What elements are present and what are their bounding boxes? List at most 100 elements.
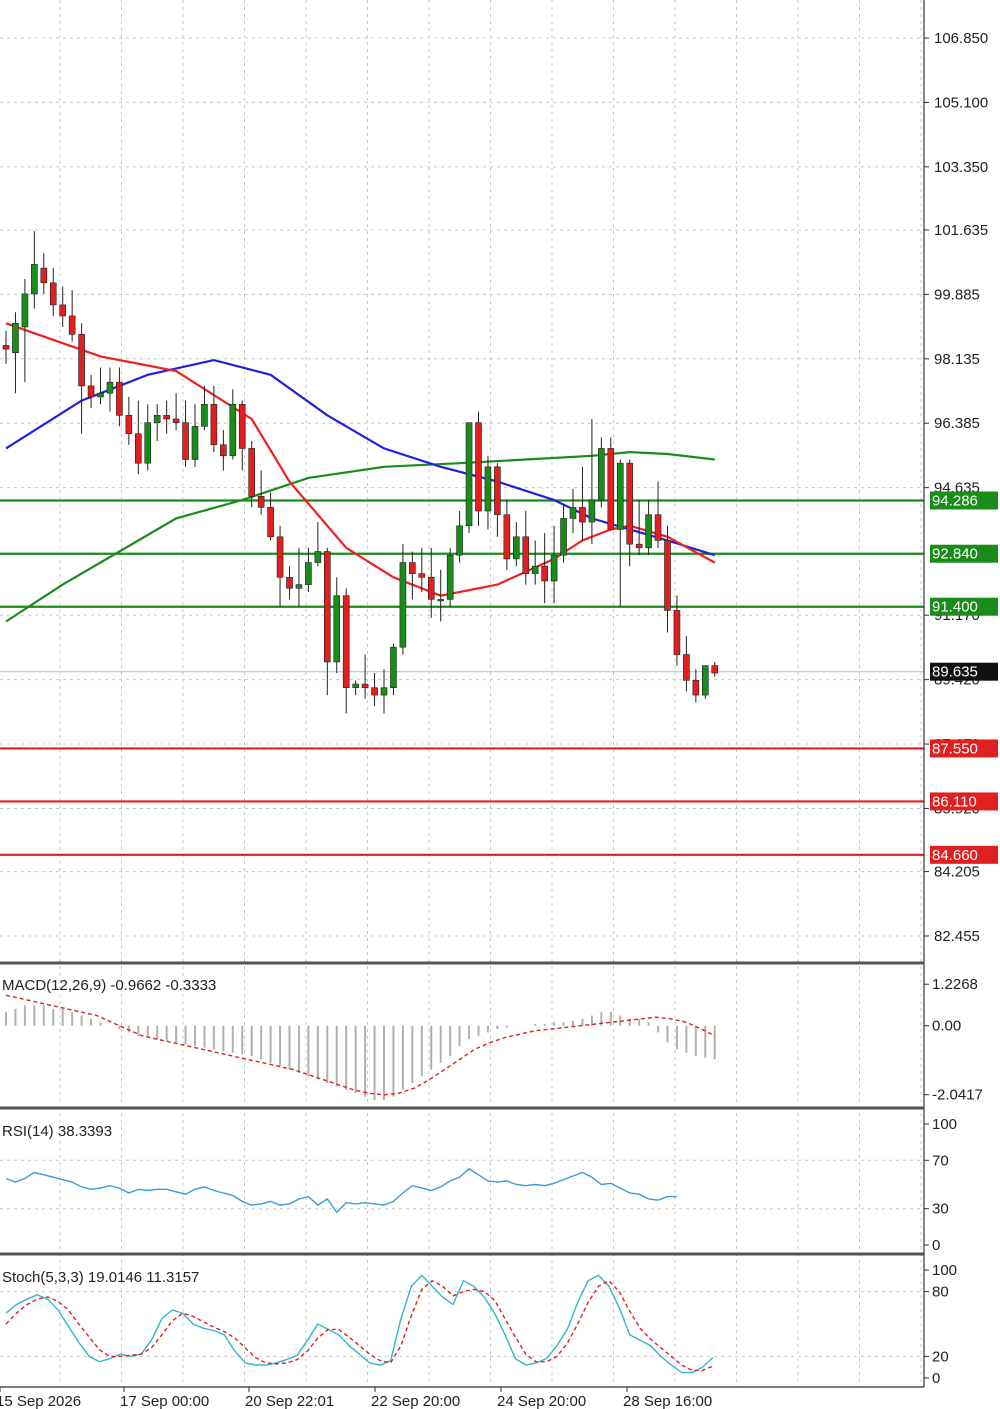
level-tag — [930, 845, 998, 864]
candle-body — [701, 665, 709, 696]
candle-body — [333, 595, 341, 663]
candle-body — [409, 562, 416, 574]
level-tag — [930, 544, 998, 563]
candle-body — [352, 683, 359, 689]
indicator-label: MACD(12,26,9) -0.9662 -0.3333 — [2, 977, 216, 994]
candle-body — [673, 610, 681, 655]
stoch-tick-label: 80 — [932, 1284, 949, 1301]
time-tick-label: 24 Sep 20:00 — [497, 1393, 586, 1409]
candle-body — [418, 573, 426, 578]
candle-body — [286, 576, 293, 589]
level-tag-label: 86.110 — [932, 793, 977, 810]
rsi-tick-label: 70 — [932, 1152, 949, 1169]
candle-body — [276, 536, 284, 578]
candle-body — [97, 392, 104, 398]
candle-body — [645, 514, 652, 549]
candle-body — [484, 466, 492, 512]
stochastic-panel — [0, 1274, 924, 1374]
stoch-k-line — [5, 1274, 714, 1374]
candle-body — [2, 345, 10, 350]
level-tag-label: 92.840 — [932, 546, 978, 563]
candle-body — [541, 565, 548, 582]
candle-body — [437, 599, 445, 602]
candle-body — [257, 495, 265, 508]
ma-green-line — [5, 450, 715, 623]
candle-body — [116, 381, 123, 416]
stoch-tick-label: 20 — [932, 1348, 949, 1365]
candle-body — [220, 444, 227, 457]
rsi-panel — [0, 1159, 924, 1214]
time-tick-label: 20 Sep 22:01 — [245, 1393, 334, 1409]
candle-body — [399, 562, 407, 648]
time-tick-label: 17 Sep 00:00 — [120, 1393, 209, 1409]
candle-body — [295, 584, 303, 589]
candle-body — [78, 334, 85, 387]
candle-body — [664, 540, 671, 611]
candle-body — [12, 322, 19, 354]
candle-body — [191, 426, 199, 460]
rsi-tick-label: 0 — [932, 1237, 940, 1254]
time-axis: 15 Sep 2026 17 Sep 00:00 20 Sep 22:01 22 Se… — [0, 1387, 712, 1409]
candle-body — [40, 267, 48, 284]
indicator-label: Stoch(5,3,3) 19.0146 11.3157 — [2, 1269, 199, 1286]
candle-body — [21, 293, 29, 328]
candle-body — [238, 403, 246, 449]
candle-body — [135, 433, 142, 464]
candle-body — [305, 562, 312, 585]
candle-body — [106, 381, 114, 394]
candle-body — [229, 403, 237, 457]
candle-body — [59, 304, 67, 317]
candle-body — [560, 518, 567, 556]
panel-frames — [0, 0, 925, 1388]
candle-body — [201, 403, 208, 427]
macd-tick-label: -2.0417 — [932, 1087, 983, 1104]
candle-body — [522, 536, 530, 574]
price-tick-label: 103.350 — [934, 159, 988, 176]
price-tick-label: 84.205 — [934, 864, 980, 881]
stoch-tick-label: 0 — [932, 1370, 940, 1387]
candle-body — [475, 422, 482, 512]
candle-body — [503, 514, 511, 560]
candle-body — [683, 654, 690, 681]
candle-body — [182, 422, 189, 460]
macd-signal-line — [5, 994, 716, 1096]
candle-body — [446, 554, 454, 600]
level-tag-label: 87.550 — [932, 740, 978, 757]
candle-body — [598, 448, 605, 501]
price-tick-label: 106.850 — [934, 30, 988, 47]
candle-body — [49, 282, 57, 306]
candlesticks — [2, 231, 719, 714]
candle-body — [31, 264, 38, 295]
price-tick-label: 105.100 — [934, 94, 988, 111]
candle-body — [153, 415, 161, 423]
candle-body — [267, 507, 274, 538]
candle-body — [550, 554, 558, 582]
candle-body — [512, 536, 520, 560]
candle-body — [607, 448, 615, 530]
indicator-label: RSI(14) 38.3393 — [2, 1123, 112, 1140]
time-tick-label: 28 Sep 16:00 — [623, 1393, 712, 1409]
candle-body — [654, 514, 662, 541]
candle-body — [456, 525, 463, 556]
level-tag — [930, 597, 998, 616]
candle-body — [68, 315, 76, 335]
level-tag-label: 94.286 — [932, 492, 978, 509]
candle-body — [87, 385, 95, 398]
level-tag — [930, 739, 998, 758]
macd-panel — [5, 994, 716, 1100]
price-tick-label: 99.885 — [934, 286, 980, 303]
rsi-tick-label: 30 — [932, 1201, 949, 1218]
candle-body — [342, 595, 350, 689]
current-price-tag — [930, 662, 998, 681]
rsi-tick-label: 100 — [932, 1116, 957, 1133]
price-tick-label: 96.385 — [934, 415, 980, 432]
price-tick-label: 82.455 — [934, 928, 980, 945]
time-tick-label: 15 Sep 2026 — [0, 1393, 81, 1409]
candle-body — [711, 665, 719, 674]
rsi-line — [5, 1167, 677, 1214]
candle-body — [371, 687, 378, 696]
level-tag — [930, 491, 998, 510]
candle-body — [144, 422, 152, 464]
candle-body — [626, 462, 634, 545]
